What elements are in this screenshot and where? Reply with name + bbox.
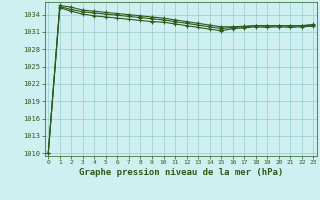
- X-axis label: Graphe pression niveau de la mer (hPa): Graphe pression niveau de la mer (hPa): [79, 168, 283, 177]
